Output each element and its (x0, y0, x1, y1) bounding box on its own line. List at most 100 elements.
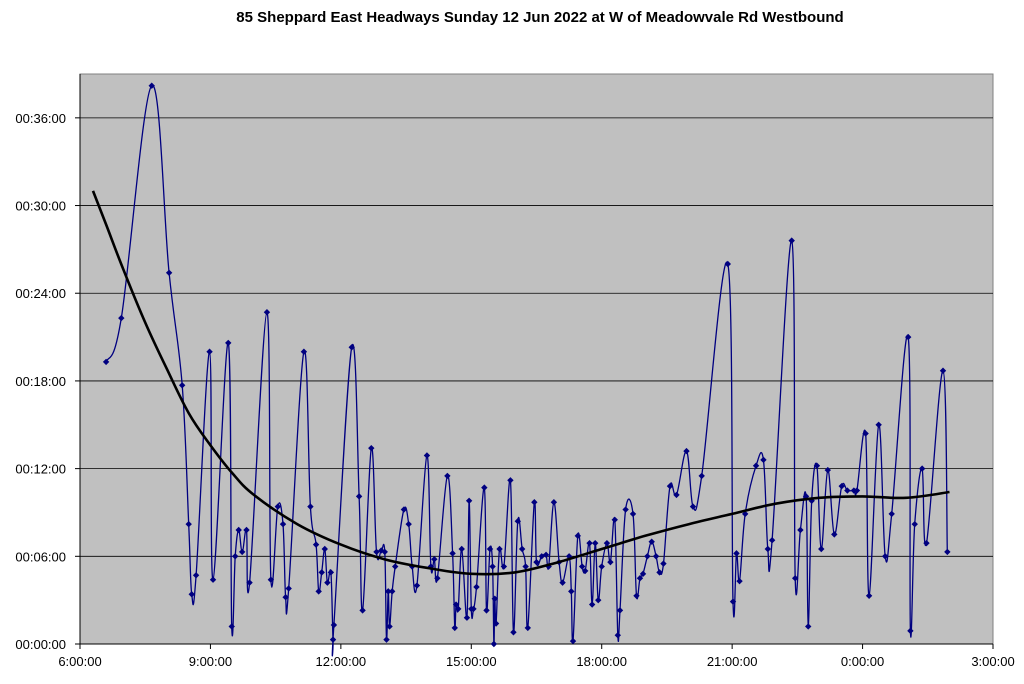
data-point-marker (451, 624, 458, 632)
data-point-marker (673, 491, 680, 499)
data-point-marker (490, 640, 498, 648)
data-point-marker (805, 623, 812, 630)
data-point-marker (348, 344, 355, 351)
data-point-marker (165, 269, 173, 276)
data-point-marker (736, 577, 743, 585)
data-point-marker (470, 605, 477, 613)
data-point-marker (492, 620, 500, 627)
data-point-marker (431, 556, 438, 563)
x-tick-label: 15:00:00 (446, 654, 497, 669)
data-point-marker (282, 594, 289, 601)
data-point-marker (550, 499, 558, 506)
x-tick-label: 21:00:00 (707, 654, 758, 669)
data-point-marker (578, 563, 586, 570)
data-point-marker (581, 567, 589, 575)
data-point-marker (824, 466, 831, 474)
data-point-marker (598, 563, 605, 570)
data-point-marker (300, 348, 308, 355)
y-tick-label: 00:36:00 (15, 111, 66, 126)
data-point-marker (729, 598, 737, 605)
data-point-marker (444, 472, 451, 480)
data-point-marker (507, 477, 514, 484)
x-tick-label: 0:00:00 (841, 654, 884, 669)
data-point-marker (574, 532, 582, 540)
data-point-marker (862, 430, 869, 437)
data-point-marker (533, 558, 540, 566)
data-point-marker (614, 632, 622, 639)
y-tick-label: 00:18:00 (15, 374, 66, 389)
data-point-marker (607, 558, 614, 566)
data-point-marker (206, 348, 213, 355)
data-point-marker (622, 506, 629, 513)
data-point-marker (178, 382, 186, 389)
data-point-marker (911, 520, 918, 528)
data-point-marker (741, 510, 749, 518)
data-point-marker (813, 462, 821, 469)
data-point-marker (228, 623, 235, 630)
data-point-marker (209, 576, 217, 583)
data-point-marker (559, 579, 566, 586)
data-point-marker (238, 548, 246, 556)
data-point-marker (724, 260, 731, 268)
data-point-marker (355, 493, 363, 500)
data-point-marker (518, 545, 526, 553)
data-point-marker (263, 309, 271, 316)
data-point-marker (285, 585, 292, 592)
data-point-marker (568, 588, 575, 595)
data-point-marker (538, 553, 545, 560)
x-tick-label: 18:00:00 (576, 654, 627, 669)
data-point-marker (595, 596, 602, 604)
data-point-marker (243, 526, 250, 534)
data-point-marker (865, 592, 873, 599)
data-point-marker (881, 553, 889, 560)
data-point-marker (267, 576, 275, 583)
data-point-marker (733, 550, 740, 557)
data-point-marker (500, 563, 508, 570)
data-point-marker (148, 82, 155, 89)
data-point-marker (185, 520, 192, 528)
data-point-marker (192, 572, 200, 579)
data-point-marker (373, 548, 380, 556)
data-point-marker (225, 339, 232, 347)
data-point-marker (652, 553, 660, 560)
data-point-marker (405, 520, 412, 528)
data-point-marker (616, 607, 624, 614)
data-point-marker (102, 358, 110, 366)
data-point-marker (522, 563, 529, 570)
data-point-marker (611, 516, 618, 523)
data-point-marker (565, 553, 573, 560)
chart-title: 85 Sheppard East Headways Sunday 12 Jun … (236, 9, 843, 26)
data-point-marker (423, 452, 431, 459)
axes: 00:00:00 00:06:00 00:12:00 00:18:00 00:24:00… (15, 74, 1015, 669)
data-point-marker (489, 563, 496, 570)
data-point-marker (633, 592, 640, 599)
data-point-marker (797, 526, 804, 534)
data-point-marker (586, 539, 593, 547)
y-tick-label: 00:24:00 (15, 286, 66, 301)
data-point-marker (636, 575, 644, 582)
data-point-marker (118, 314, 125, 322)
data-point-marker (473, 583, 480, 591)
data-point-marker (491, 595, 498, 602)
data-point-marker (483, 607, 490, 614)
data-point-marker (327, 569, 335, 576)
x-tick-label: 6:00:00 (58, 654, 101, 669)
data-point-marker (235, 526, 242, 534)
data-point-marker (307, 503, 314, 510)
data-point-marker (392, 563, 399, 570)
data-point-marker (368, 444, 375, 452)
x-tick-label: 3:00:00 (971, 654, 1014, 669)
data-point-marker (481, 484, 488, 491)
data-point-marker (318, 569, 325, 576)
data-point-marker (383, 636, 390, 643)
data-point-marker (629, 510, 637, 518)
data-point-marker (639, 570, 647, 578)
data-point-marker (542, 551, 550, 559)
data-point-marker (752, 462, 760, 469)
data-point-marker (514, 518, 522, 525)
x-tick-label: 12:00:00 (316, 654, 367, 669)
data-point-marker (831, 531, 838, 538)
data-point-marker (648, 538, 655, 545)
data-point-marker (644, 553, 651, 560)
